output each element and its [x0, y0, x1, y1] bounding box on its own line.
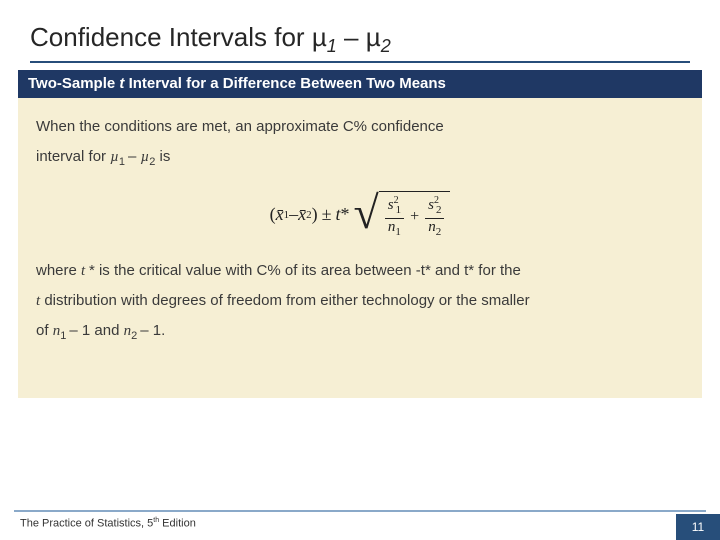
f-pm: ±: [322, 204, 332, 225]
f-xbar1: x̄: [276, 204, 284, 225]
f2-nsub: 2: [436, 226, 442, 238]
footer-rule: [14, 510, 706, 512]
slide-title: Confidence Intervals for µ1 – µ2: [30, 22, 690, 57]
slide: Confidence Intervals for µ1 – µ2 Two-Sam…: [0, 0, 720, 540]
p1b-post: is: [155, 148, 170, 165]
f-rpar: ): [312, 204, 318, 225]
f-radicand: s21 n1 + s22 n2: [379, 191, 451, 238]
f-frac2-den: n2: [425, 218, 444, 239]
section-banner: Two-Sample t Interval for a Difference B…: [18, 70, 702, 98]
p2a-star: *: [89, 262, 99, 279]
content-box: When the conditions are met, an approxim…: [18, 98, 702, 398]
title-mu2: µ: [366, 22, 381, 52]
f-frac2-num: s22: [425, 196, 444, 218]
p2a-pre: where: [36, 262, 81, 279]
footer-text: The Practice of Statistics, 5th Edition: [20, 517, 196, 530]
f2-sub: 2: [436, 204, 442, 216]
p2c-n2: n: [124, 323, 132, 339]
radical-icon: √: [353, 193, 378, 233]
p2c-mid: – 1 and: [69, 322, 123, 339]
title-sub2: 2: [381, 36, 391, 56]
p2c-s2: 2: [131, 330, 140, 342]
f-star: *: [340, 204, 349, 225]
p1b-pre: interval for: [36, 148, 110, 165]
footer: The Practice of Statistics, 5th Edition …: [0, 510, 720, 540]
p2c-post: – 1.: [140, 322, 165, 339]
banner-pre: Two-Sample: [28, 75, 119, 92]
title-dash: –: [337, 22, 366, 52]
title-area: Confidence Intervals for µ1 – µ2: [30, 22, 690, 63]
p2c-pre: of: [36, 322, 53, 339]
paragraph-2-line-1: where t * is the critical value with C% …: [36, 256, 684, 286]
f2-n: n: [428, 219, 436, 235]
p1b-mu1: µ: [110, 149, 119, 165]
f-frac1-den: n1: [385, 218, 404, 239]
banner-post: Interval for a Difference Between Two Me…: [124, 75, 445, 92]
ci-formula: ( x̄1 – x̄2 ) ± t * √ s21 n1 +: [270, 191, 451, 238]
f1-sub: 1: [396, 204, 402, 216]
p2a-t: t: [81, 263, 89, 279]
p1b-mid: –: [128, 148, 141, 165]
paragraph-2-line-3: of n1 – 1 and n2 – 1.: [36, 316, 684, 347]
formula-area: ( x̄1 – x̄2 ) ± t * √ s21 n1 +: [36, 191, 684, 238]
p2c-s1: 1: [60, 330, 69, 342]
f-sqrt: √ s21 n1 + s22 n2: [353, 191, 450, 238]
footer-pre: The Practice of Statistics, 5: [20, 518, 153, 530]
p2b-post: distribution with degrees of freedom fro…: [40, 292, 529, 309]
f-frac2: s22 n2: [425, 196, 444, 238]
f-plus: +: [410, 208, 419, 226]
page-number: 11: [676, 514, 720, 540]
f-xbar2: x̄: [298, 204, 306, 225]
paragraph-2-line-2: t distribution with degrees of freedom f…: [36, 286, 684, 316]
title-mu1: µ: [312, 22, 327, 52]
f1-nsub: 1: [395, 226, 401, 238]
paragraph-1-line-2: interval for µ1 – µ2 is: [36, 142, 684, 173]
paragraph-1-line-1: When the conditions are met, an approxim…: [36, 112, 684, 142]
title-prefix: Confidence Intervals for: [30, 22, 312, 52]
title-underline: [30, 61, 690, 63]
p1b-mu2: µ: [141, 149, 150, 165]
p2a-post: is the critical value with C% of its are…: [99, 262, 521, 279]
f-minus: –: [289, 204, 298, 225]
p1b-s1: 1: [119, 156, 128, 168]
f-frac1: s21 n1: [385, 196, 404, 238]
f-frac1-num: s21: [385, 196, 404, 218]
footer-post: Edition: [159, 518, 196, 530]
title-sub1: 1: [327, 36, 337, 56]
